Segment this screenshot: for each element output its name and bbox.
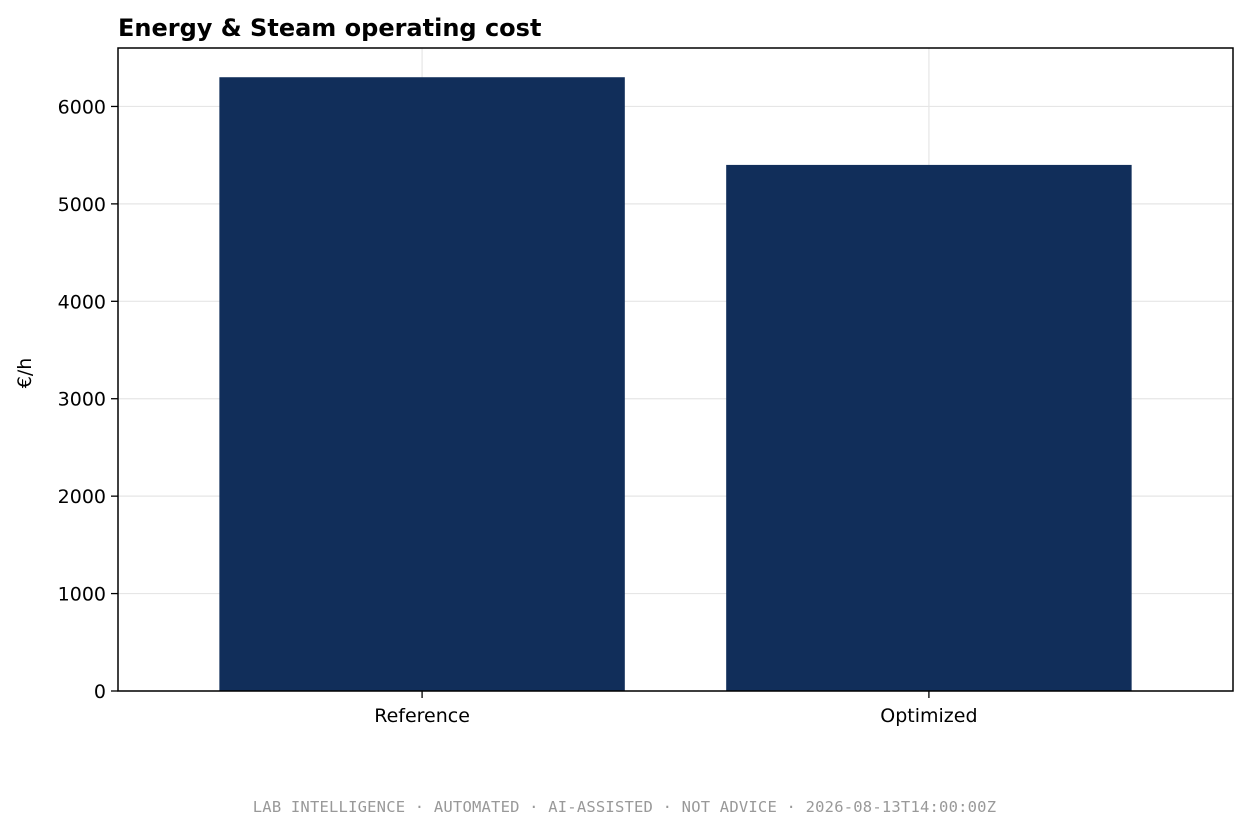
bar-optimized — [726, 164, 1132, 692]
bars — [219, 77, 1132, 692]
y-tick-label-6: 6000 — [58, 96, 106, 118]
y-tick-label-0: 0 — [94, 681, 106, 703]
y-axis: 0 1000 2000 3000 4000 5000 6000 — [58, 96, 118, 703]
y-tick-label-3: 3000 — [58, 389, 106, 411]
bar-reference — [219, 77, 625, 691]
plot-frame — [117, 47, 1234, 692]
x-axis: Reference Optimized — [374, 691, 978, 727]
chart-title: Energy & Steam operating cost — [118, 14, 541, 42]
y-tick-label-5: 5000 — [58, 194, 106, 216]
y-tick-label-2: 2000 — [58, 486, 106, 508]
y-tick-label-1: 1000 — [58, 584, 106, 606]
y-tick-label-4: 4000 — [58, 291, 106, 313]
x-tick-label-0: Reference — [374, 705, 470, 727]
x-tick-label-1: Optimized — [880, 705, 977, 727]
footer-disclaimer: LAB INTELLIGENCE · AUTOMATED · AI-ASSIST… — [252, 798, 997, 816]
plot-frame-rect — [117, 47, 1234, 692]
y-axis-label: €/h — [14, 358, 36, 389]
